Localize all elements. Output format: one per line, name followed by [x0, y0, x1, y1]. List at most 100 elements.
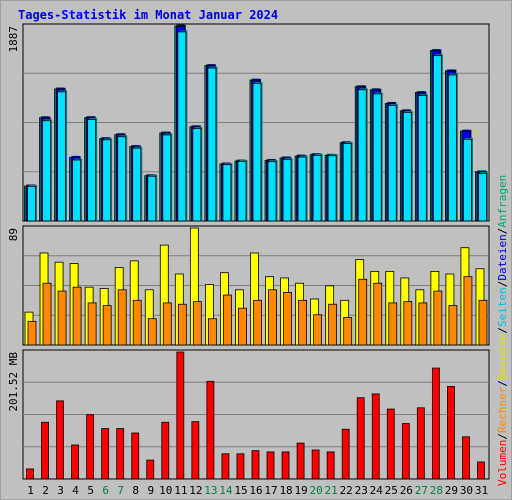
rechner-bar: [117, 289, 127, 346]
y-axis-max-label: 201.52 MB: [7, 352, 20, 412]
visits-panel: 89: [7, 225, 490, 346]
rechner-bar: [433, 290, 443, 346]
seiten-bar: [162, 134, 172, 222]
volumen-bar: [281, 451, 290, 480]
rechner-bar: [147, 318, 157, 346]
rechner-bar: [238, 307, 247, 346]
rechner-bar: [132, 299, 142, 346]
x-tick-label: 17: [264, 484, 277, 497]
rechner-bar: [418, 302, 428, 346]
seiten-bar: [252, 83, 262, 222]
rechner-bar: [102, 305, 112, 346]
rechner-bar: [223, 294, 232, 346]
seiten-bar: [27, 186, 36, 222]
volume-panel: 201.52 MB: [7, 349, 490, 480]
volumen-bar: [296, 442, 305, 480]
x-tick-label: 14: [219, 484, 233, 497]
volumen-bar: [431, 367, 440, 480]
rechner-bar: [388, 302, 398, 346]
rechner-bar: [42, 282, 52, 346]
volumen-bar: [251, 450, 260, 480]
x-tick-label: 27: [415, 484, 428, 497]
x-tick-label: 15: [234, 484, 247, 497]
x-tick-label: 11: [174, 484, 187, 497]
x-tick-label: 21: [325, 484, 338, 497]
seiten-bar: [297, 156, 307, 222]
chart-panels: 1887 89 201.52 MB: [7, 23, 490, 480]
legend-separator: /: [496, 281, 509, 288]
volumen-bar: [341, 428, 350, 480]
x-tick-label: 5: [87, 484, 94, 497]
legend-rechner: Rechner: [496, 386, 509, 433]
volumen-bar: [41, 421, 49, 480]
rechner-bar: [253, 299, 262, 346]
requests-panel: 1887: [7, 23, 490, 222]
seiten-bar: [312, 154, 322, 222]
legend-seiten: Seiten: [496, 287, 509, 327]
volumen-bar: [266, 451, 275, 480]
x-tick-label: 20: [310, 484, 323, 497]
volumen-bar: [221, 453, 230, 480]
x-tick-label: 16: [249, 484, 262, 497]
legend-anfragen: Anfragen: [496, 175, 509, 228]
rechner-bar: [72, 286, 82, 346]
seiten-bar: [267, 161, 277, 222]
rechner-bar: [57, 290, 67, 346]
seiten-bar: [463, 138, 472, 222]
volumen-bar: [311, 449, 320, 480]
side-legend: Volumen/Rechner/Besuche/Seiten/Dateien/A…: [496, 175, 509, 486]
legend-separator: /: [496, 380, 509, 387]
seiten-bar: [57, 91, 66, 222]
x-tick-label: 30: [460, 484, 473, 497]
rechner-bar: [268, 289, 277, 346]
x-tick-label: 29: [445, 484, 458, 497]
seiten-bar: [222, 164, 232, 222]
x-tick-label: 19: [294, 484, 307, 497]
x-tick-label: 10: [159, 484, 172, 497]
seiten-bar: [117, 136, 127, 222]
x-tick-label: 4: [72, 484, 79, 497]
x-tick-label: 23: [355, 484, 368, 497]
seiten-bar: [87, 119, 97, 222]
x-tick-label: 9: [147, 484, 154, 497]
rechner-bar: [343, 316, 353, 346]
volumen-bar: [371, 393, 380, 480]
seiten-bar: [42, 120, 51, 222]
x-tick-label: 25: [385, 484, 398, 497]
seiten-bar: [417, 95, 427, 222]
seiten-bar: [402, 112, 412, 222]
rechner-bar: [463, 276, 473, 346]
seiten-bar: [387, 105, 397, 222]
rechner-bar: [448, 305, 458, 346]
volumen-bar: [386, 408, 395, 480]
x-tick-label: 1: [27, 484, 34, 497]
rechner-bar: [478, 299, 488, 346]
x-axis-labels: 1 2 3 4 5 6 7 8 9 10 11 12 13 14 15 16 17 18 19 20 21 22 23 24 2…: [27, 484, 488, 497]
x-tick-label: 3: [57, 484, 64, 497]
seiten-bar: [192, 128, 202, 222]
volumen-bar: [71, 444, 79, 480]
rechner-bar: [192, 301, 202, 346]
legend-besuche: Besuche: [496, 334, 509, 380]
x-tick-label: 2: [42, 484, 49, 497]
volumen-bar: [86, 414, 95, 480]
legend-dateien: Dateien: [496, 234, 509, 280]
x-tick-label: 7: [117, 484, 124, 497]
legend-separator: /: [496, 327, 509, 334]
seiten-bar: [372, 93, 382, 222]
volumen-bar: [206, 380, 215, 480]
x-tick-label: 12: [189, 484, 202, 497]
seiten-bar: [207, 67, 217, 222]
x-tick-label: 6: [102, 484, 109, 497]
volumen-bar: [101, 428, 110, 480]
seiten-bar: [357, 89, 367, 222]
volumen-bar: [401, 423, 410, 480]
volumen-bar: [26, 468, 34, 480]
volumen-bar: [191, 421, 200, 480]
seiten-bar: [327, 155, 337, 222]
volumen-bar: [477, 461, 485, 480]
seiten-bar: [72, 159, 81, 222]
volumen-bar: [146, 459, 155, 480]
x-tick-label: 28: [430, 484, 443, 497]
